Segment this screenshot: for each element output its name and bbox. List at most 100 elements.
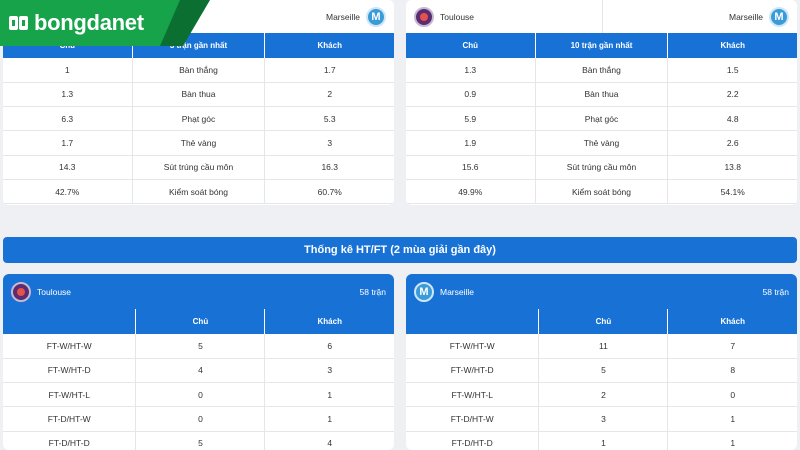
result-label: FT-W/HT-W [406,334,540,359]
home-value: 4 [135,358,266,384]
table-row: FT-W/HT-W 11 7 [406,334,797,359]
away-value: 60.7% [264,179,394,205]
away-value: 1 [667,406,797,432]
home-value: 11 [538,334,669,359]
toulouse-crest-icon [11,281,31,302]
result-label: FT-W/HT-W [3,334,137,359]
htft-team-header: Toulouse 58 trận [3,274,394,309]
table-row: 14.3 Sút trúng cầu môn 16.3 [3,155,394,180]
table-row: FT-D/HT-D 1 1 [406,431,797,450]
match-count: 58 trận [359,286,386,297]
home-value: 1 [3,58,133,83]
table-row: FT-W/HT-L 0 1 [3,382,394,408]
home-value: 5 [135,334,266,359]
marseille-crest-icon: M [366,6,386,27]
bongdanet-logo[interactable]: bongdanet [0,0,210,46]
away-value: 3 [264,130,394,156]
home-value: 49.9% [406,179,536,205]
htft-team-header: M Marseille 58 trận [406,274,797,309]
home-value: 3 [538,406,669,432]
away-value: 2 [264,82,394,108]
home-value: 0.9 [406,82,536,108]
table-row: FT-W/HT-D 5 8 [406,358,797,384]
away-value: 6 [264,334,394,359]
col-away: Khách [667,33,797,58]
result-label: FT-W/HT-L [406,382,540,408]
table-row: 5.9 Phạt góc 4.8 [406,106,797,132]
home-value: 5 [135,431,266,450]
home-value: 0 [135,382,266,408]
home-value: 1.3 [406,58,536,83]
team-name: Marseille [440,286,475,297]
table-row: 1 Bàn thắng 1.7 [3,58,394,83]
away-value: 8 [667,358,797,384]
col-away: Khách [667,309,797,334]
htft-table: Chủ Khách FT-W/HT-W 5 6 FT-W/HT-D 4 3 FT-W/H… [3,309,394,450]
recent-stats-panel-left: Marseille M Chủ 3 trận gần nhất Khách 1B… [3,0,394,205]
home-value: 1.9 [406,130,536,156]
away-value: 1 [667,431,797,450]
col-away: Khách [264,33,394,58]
result-label: FT-W/HT-L [3,382,137,408]
stat-label: Phạt góc [535,106,669,132]
stat-label: Thẻ vàng [535,130,669,156]
stat-label: Phạt góc [132,106,266,132]
marseille-crest-icon: M [769,6,789,27]
stat-label: Kiểm soát bóng [535,179,669,205]
stat-label: Kiểm soát bóng [132,179,266,205]
brand-mark-icon [9,16,28,30]
stat-label: Bàn thắng [535,58,669,83]
away-value: 7 [667,334,797,359]
col-result [406,309,540,334]
away-value: 4 [264,431,394,450]
col-period: 10 trận gần nhất [535,33,669,58]
marseille-crest-icon: M [414,281,434,302]
team-bar: Toulouse Marseille M [406,0,797,33]
table-row: FT-D/HT-D 5 4 [3,431,394,450]
htft-panel-left: Toulouse 58 trận Chủ Khách FT-W/HT-W 5 6 F… [3,274,394,450]
table-row: 49.9% Kiểm soát bóng 54.1% [406,179,797,205]
away-value: 3 [264,358,394,384]
away-value: 2.2 [667,82,797,108]
home-value: 1 [538,431,669,450]
stat-label: Sút trúng cầu môn [535,155,669,180]
away-value: 4.8 [667,106,797,132]
result-label: FT-D/HT-W [406,406,540,432]
home-value: 1.7 [3,130,133,156]
away-team-name: Marseille [728,11,763,22]
away-value: 13.8 [667,155,797,180]
divider [602,0,603,33]
table-row: FT-D/HT-W 3 1 [406,406,797,432]
col-home: Chủ [135,309,266,334]
table-row: 1.7 Thẻ vàng 3 [3,130,394,156]
col-home: Chủ [538,309,669,334]
table-row: FT-W/HT-W 5 6 [3,334,394,359]
away-value: 54.1% [667,179,797,205]
result-label: FT-W/HT-D [3,358,137,384]
stat-label: Thẻ vàng [132,130,266,156]
stat-label: Bàn thua [132,82,266,108]
table-row: FT-W/HT-D 4 3 [3,358,394,384]
home-value: 2 [538,382,669,408]
home-value: 0 [135,406,266,432]
result-label: FT-D/HT-D [406,431,540,450]
result-label: FT-D/HT-D [3,431,137,450]
toulouse-crest-icon [414,6,434,27]
away-team-name: Marseille [325,11,360,22]
home-value: 5 [538,358,669,384]
htft-panel-right: M Marseille 58 trận Chủ Khách FT-W/HT-W 1… [406,274,797,450]
col-result [3,309,137,334]
match-count: 58 trận [762,286,789,297]
home-value: 15.6 [406,155,536,180]
table-row: 15.6 Sút trúng cầu môn 13.8 [406,155,797,180]
table-row: 1.9 Thẻ vàng 2.6 [406,130,797,156]
htft-section-title: Thống kê HT/FT (2 mùa giải gần đây) [3,237,797,263]
result-label: FT-W/HT-D [406,358,540,384]
home-team-name: Toulouse [440,11,475,22]
recent-stats-panel-right: Toulouse Marseille M Chủ 10 trận gần nhấ… [406,0,797,205]
table-row: 42.7% Kiểm soát bóng 60.7% [3,179,394,205]
result-label: FT-D/HT-W [3,406,137,432]
away-value: 1 [264,406,394,432]
home-value: 1.3 [3,82,133,108]
